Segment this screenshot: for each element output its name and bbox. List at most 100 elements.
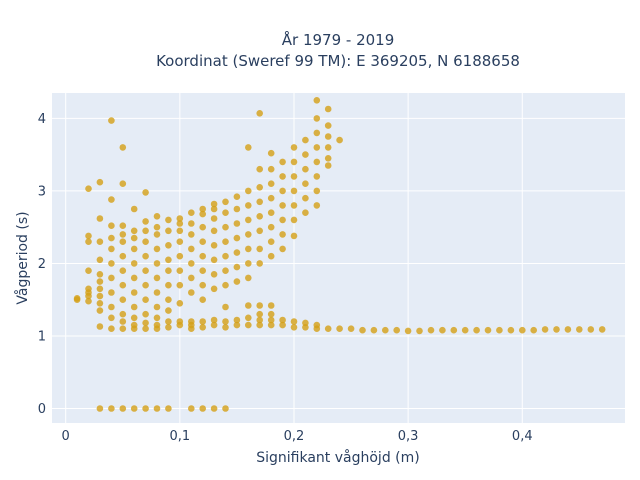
data-point — [142, 189, 149, 196]
data-point — [210, 321, 218, 329]
data-point — [210, 316, 218, 324]
data-point — [176, 252, 184, 260]
data-point — [256, 213, 264, 220]
data-point — [108, 274, 115, 282]
data-point — [96, 300, 104, 307]
data-point — [245, 202, 252, 209]
data-point — [119, 144, 127, 151]
data-point — [336, 325, 343, 333]
data-point — [279, 231, 286, 238]
data-point — [130, 314, 138, 322]
data-point — [290, 173, 298, 180]
data-point — [130, 405, 138, 412]
data-point — [576, 326, 583, 333]
data-point — [130, 205, 138, 213]
data-point — [96, 278, 104, 285]
data-point — [233, 205, 241, 213]
data-point — [199, 267, 206, 275]
data-point — [382, 326, 389, 334]
data-point — [541, 326, 549, 333]
data-point — [222, 223, 229, 231]
data-point — [290, 144, 298, 151]
data-point — [165, 216, 172, 224]
data-point — [256, 316, 264, 324]
data-point — [85, 267, 92, 275]
data-point — [404, 327, 412, 335]
data-point — [313, 129, 321, 137]
data-point — [267, 194, 275, 202]
data-point — [324, 325, 332, 333]
data-point — [416, 327, 423, 335]
data-point — [199, 252, 206, 260]
data-point — [256, 245, 264, 253]
data-point — [290, 318, 298, 325]
data-point — [245, 231, 252, 238]
data-point — [199, 296, 206, 304]
data-point — [461, 326, 469, 334]
data-point — [267, 223, 275, 231]
data-point — [324, 105, 332, 113]
data-point — [256, 321, 264, 329]
data-point — [267, 310, 275, 318]
data-point — [233, 263, 241, 271]
x-axis-ticks: 0 0,1 0,2 0,3 0,4 — [62, 429, 533, 444]
data-point — [96, 405, 104, 412]
data-point — [108, 289, 115, 296]
data-point — [142, 227, 149, 235]
data-point — [142, 296, 149, 304]
data-point — [108, 234, 115, 242]
data-point — [313, 173, 321, 180]
data-point — [210, 227, 218, 235]
data-point — [324, 133, 332, 140]
data-point — [73, 295, 81, 302]
data-point — [302, 194, 309, 202]
data-point — [153, 231, 161, 238]
data-point — [302, 151, 309, 158]
data-point — [290, 202, 298, 209]
data-point — [496, 326, 503, 334]
y-tick-label: 2 — [38, 257, 46, 272]
data-point — [245, 321, 252, 329]
data-point — [279, 216, 286, 224]
x-tick-label: 0,1 — [169, 429, 190, 444]
data-point — [267, 165, 275, 173]
data-point — [553, 326, 560, 333]
data-point — [222, 209, 229, 216]
data-point — [85, 185, 92, 192]
data-point — [324, 122, 332, 129]
data-point — [119, 310, 127, 318]
data-point — [130, 289, 138, 296]
data-point — [165, 296, 172, 304]
data-point — [313, 202, 321, 209]
data-point — [96, 323, 104, 330]
data-point — [245, 144, 252, 151]
data-point — [176, 227, 184, 235]
data-point — [302, 180, 309, 187]
data-point — [279, 245, 286, 253]
data-point — [256, 260, 264, 267]
data-point — [176, 215, 184, 222]
x-axis-title: Signifikant våghöjd (m) — [256, 449, 419, 466]
data-point — [153, 260, 161, 267]
data-point — [279, 316, 286, 324]
data-point — [130, 303, 138, 311]
data-point — [108, 245, 115, 253]
data-point — [290, 158, 298, 166]
data-point — [108, 196, 115, 203]
data-point — [85, 232, 92, 240]
data-point — [176, 281, 184, 289]
data-point — [267, 302, 275, 309]
data-point — [233, 321, 241, 329]
data-point — [302, 136, 309, 144]
data-point — [108, 260, 115, 267]
data-point — [142, 238, 149, 245]
data-point — [267, 180, 275, 187]
data-point — [222, 281, 229, 289]
data-point — [165, 405, 172, 412]
data-point — [210, 200, 218, 208]
data-point — [153, 314, 161, 322]
data-point — [142, 281, 149, 289]
data-point — [153, 245, 161, 253]
data-point — [188, 289, 195, 296]
